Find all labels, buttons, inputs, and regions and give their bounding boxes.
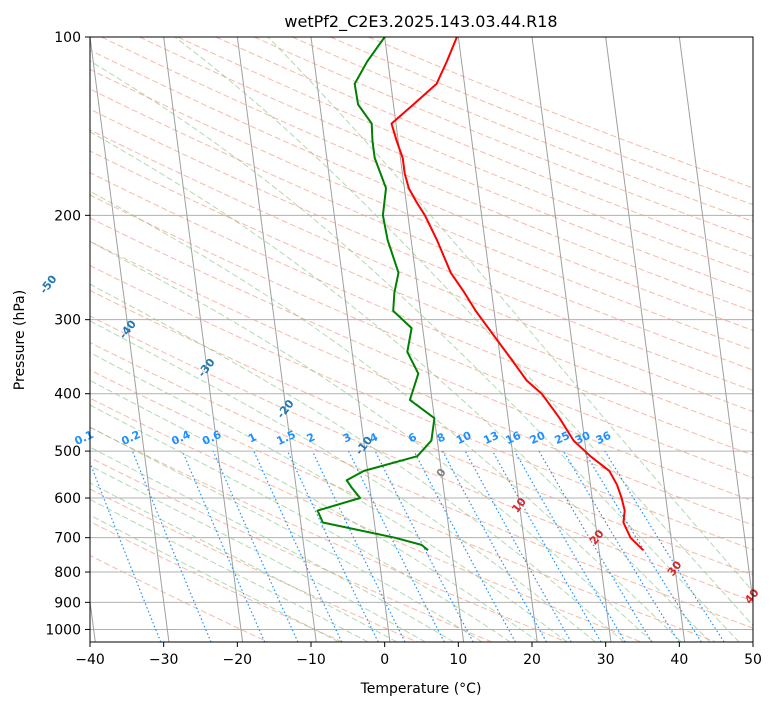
moist-adiabat-line bbox=[90, 498, 369, 642]
sounding-profiles bbox=[316, 37, 644, 551]
y-tick-label: 1000 bbox=[45, 622, 81, 638]
moist-adiabat-line bbox=[90, 283, 625, 642]
plot-frame bbox=[89, 36, 754, 643]
x-tick-label: 40 bbox=[670, 652, 688, 668]
y-axis-label: Pressure (hPa) bbox=[12, 290, 28, 390]
x-tick-label: −30 bbox=[149, 652, 179, 668]
dry-adiabat-line bbox=[90, 88, 753, 371]
mixing-ratio-line bbox=[563, 450, 680, 642]
dry-adiabat-line bbox=[90, 488, 418, 642]
mixing-ratio-line bbox=[464, 450, 572, 642]
dry-adiabat-line bbox=[90, 265, 753, 551]
x-tick-label: 10 bbox=[449, 652, 467, 668]
y-tick-label: 300 bbox=[54, 313, 81, 329]
mixing-ratio-line bbox=[583, 450, 702, 642]
moist-adiabat-line bbox=[90, 131, 711, 642]
dry-adiabat-line bbox=[90, 129, 753, 413]
mixing-ratio-line bbox=[348, 450, 445, 642]
isotherm-gridline bbox=[384, 37, 465, 642]
chart-title: wetPf2_C2E3.2025.143.03.44.R18 bbox=[284, 12, 557, 32]
y-tick-label: 100 bbox=[54, 30, 81, 46]
mixing-ratio-line bbox=[311, 450, 406, 642]
dry-adiabat-line bbox=[253, 37, 753, 240]
mixing-ratio-line bbox=[413, 450, 516, 642]
x-tick-label: −40 bbox=[75, 652, 105, 668]
mixing-ratio-line bbox=[442, 450, 548, 642]
moist-adiabat-line bbox=[90, 465, 426, 642]
moist-adiabat-line bbox=[90, 404, 511, 642]
dewpoint-profile-line bbox=[316, 37, 436, 551]
mixing-ratio-line bbox=[131, 450, 212, 642]
dry-adiabat-line bbox=[90, 108, 753, 392]
dry-adiabat-line bbox=[90, 315, 753, 602]
x-tick-label: 30 bbox=[597, 652, 615, 668]
temperature-profile-line bbox=[390, 37, 644, 551]
dry-adiabat-line bbox=[139, 37, 753, 294]
plot-area bbox=[90, 37, 753, 642]
mixing-ratio-label: 30 bbox=[573, 429, 593, 447]
moist-adiabat-line bbox=[90, 446, 454, 642]
dry-adiabat-line bbox=[90, 289, 753, 576]
isotherm-gridline bbox=[90, 37, 170, 642]
isotherm-gridline bbox=[678, 37, 753, 606]
dry-adiabat-line bbox=[90, 150, 753, 434]
x-tick-label: −20 bbox=[223, 652, 253, 668]
y-tick-label: 800 bbox=[54, 565, 81, 581]
dry-adiabat-line bbox=[330, 37, 753, 206]
y-tick-label: 600 bbox=[54, 491, 81, 507]
moist-adiabat-line bbox=[90, 240, 653, 642]
moist-adiabat-line bbox=[90, 514, 340, 642]
mixing-ratio-line bbox=[90, 460, 162, 642]
mixing-ratio-line bbox=[604, 450, 725, 642]
mixing-ratio-label: 20 bbox=[528, 429, 548, 447]
y-tick-label: 500 bbox=[54, 444, 81, 460]
dry-adiabat-line bbox=[90, 240, 753, 526]
dry-adiabat-line bbox=[177, 37, 753, 275]
mixing-ratio-line bbox=[181, 450, 266, 642]
isotherm-label: -50 bbox=[37, 272, 60, 296]
isotherm-gridline bbox=[90, 597, 96, 642]
isotherm-gridline bbox=[310, 37, 391, 642]
isotherm-gridline bbox=[605, 37, 686, 642]
dry-adiabat-line bbox=[90, 194, 753, 479]
y-tick-label: 400 bbox=[54, 387, 81, 403]
dry-adiabat-line bbox=[90, 520, 343, 642]
moist-adiabat-line bbox=[90, 426, 483, 642]
dry-adiabat-line bbox=[90, 172, 753, 456]
isotherm-gridline bbox=[163, 37, 244, 642]
mixing-ratio-label: 10 bbox=[454, 429, 474, 447]
isotherm-gridline bbox=[752, 37, 753, 41]
moist-adiabat-line bbox=[174, 37, 753, 627]
y-tick-label: 200 bbox=[54, 208, 81, 224]
dry-adiabat-line bbox=[215, 37, 753, 257]
moist-adiabat-line bbox=[90, 482, 397, 642]
x-tick-label: 20 bbox=[523, 652, 541, 668]
mixing-ratio-label: 13 bbox=[481, 429, 500, 447]
moist-adiabat-line bbox=[90, 190, 682, 642]
isotherm-gridline bbox=[531, 37, 612, 642]
dry-adiabat-line bbox=[90, 49, 753, 331]
moist-adiabat-line bbox=[90, 320, 596, 642]
mixing-ratio-line bbox=[374, 450, 474, 642]
x-axis-label: Temperature (°C) bbox=[360, 681, 482, 697]
moist-adiabat-line bbox=[90, 60, 740, 642]
mixing-ratio-label: 25 bbox=[553, 429, 572, 447]
x-tick-label: 0 bbox=[380, 652, 389, 668]
dry-adiabat-line bbox=[90, 397, 642, 642]
isotherm-gridline bbox=[236, 37, 317, 642]
moist-adiabat-line bbox=[90, 379, 539, 642]
mixing-ratio-label: 16 bbox=[504, 429, 524, 447]
mixing-ratio-label: 36 bbox=[594, 429, 614, 447]
plot-background bbox=[90, 37, 753, 642]
axes: −40 −30 −20 −10 0 10 20 30 40 50 100 200 300 400 500 60… bbox=[45, 30, 762, 668]
y-tick-label: 900 bbox=[54, 595, 81, 611]
x-tick-label: −10 bbox=[296, 652, 326, 668]
y-tick-label: 700 bbox=[54, 531, 81, 547]
x-tick-label: 50 bbox=[744, 652, 762, 668]
